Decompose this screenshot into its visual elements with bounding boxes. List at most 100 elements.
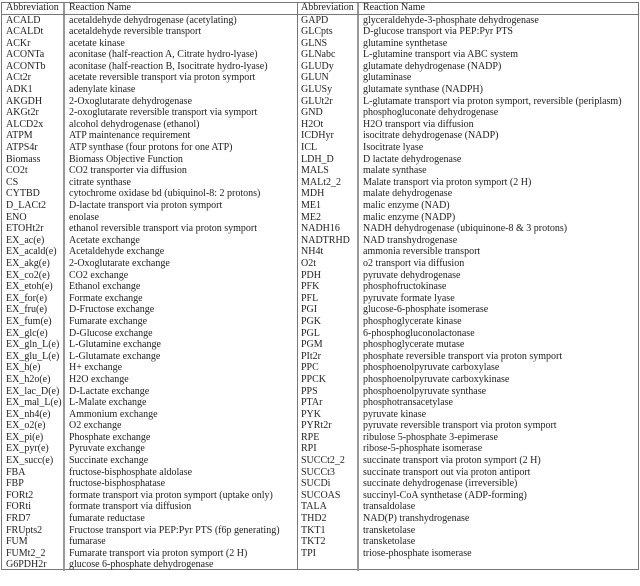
abbreviation-cell: ATPM	[2, 130, 65, 143]
table-row: PDH pyruvate dehydrogenase	[297, 269, 638, 282]
abbreviation-cell: EX_etoh(e)	[2, 281, 65, 293]
abbreviation-cell: O2t	[297, 257, 359, 270]
abbreviation-cell: ETOHt2r	[2, 223, 65, 235]
reaction-name-cell: phosphate reversible transport via proto…	[363, 350, 563, 362]
table-row: GLUN glutaminase	[297, 72, 638, 85]
abbreviation-cell: EX_glc(e)	[2, 327, 65, 340]
abbreviation-cell: GLNS	[297, 37, 359, 50]
table-row: PGL 6-phosphogluconolactonase	[297, 327, 638, 340]
abbreviation-cell: FBA	[2, 466, 65, 479]
reaction-name-cell: transketolase	[363, 524, 416, 536]
table-row: EX_etoh(e) Ethanol exchange	[2, 281, 297, 293]
reaction-name-cell: pyruvate dehydrogenase	[363, 269, 461, 281]
abbreviation-cell: ENO	[2, 211, 65, 224]
reaction-name-cell: acetate reversible transport via proton …	[69, 72, 256, 84]
reaction-name-cell: triose-phosphate isomerase	[363, 547, 472, 559]
reaction-name-cell: D-glucose transport via PEP:Pyr PTS	[363, 26, 513, 38]
abbreviation-cell: EX_acald(e)	[2, 246, 65, 258]
abbreviation-cell: FORt2	[2, 489, 65, 502]
table-row: Biomass Biomass Objective Function	[2, 153, 297, 166]
abbreviation-cell: G6PDH2r	[2, 559, 65, 571]
reaction-name-cell: succinate transport via proton symport (…	[363, 455, 541, 467]
table-header: Abbreviation Reaction Name	[2, 2, 297, 15]
abbreviation-cell: GAPD	[297, 14, 359, 27]
table-row: ENO enolase	[2, 211, 297, 224]
reaction-name-cell: 2-Oxoglutarate dehydrogenase	[69, 95, 193, 107]
reaction-name-cell: H+ exchange	[69, 362, 123, 374]
abbreviation-cell: EX_pi(e)	[2, 431, 65, 444]
table-row: GLUDy glutamate dehydrogenase (NADP)	[297, 60, 638, 73]
reaction-name-cell: ammonia reversible transport	[363, 246, 481, 258]
abbreviation-cell: ME2	[297, 211, 359, 224]
reaction-name-cell: phosphogluconate dehydrogenase	[363, 107, 499, 119]
reaction-name-cell: o2 transport via diffusion	[363, 257, 465, 269]
reaction-name-cell: ATP maintenance requirement	[69, 130, 191, 142]
abbreviation-cell: THD2	[297, 513, 359, 525]
abbreviation-cell: FORti	[2, 501, 65, 514]
table-row: EX_glu_L(e) L-Glutamate exchange	[2, 350, 297, 363]
reaction-name-cell: 2-Oxoglutarate exchange	[69, 257, 170, 269]
table-row: SUCCt2_2 succinate transport via proton s…	[297, 455, 638, 467]
table-row: FORti formate transport via diffusion	[2, 501, 297, 514]
reaction-name-cell: glutaminase	[363, 72, 412, 84]
reaction-name-cell: phosphoenolpyruvate synthase	[363, 385, 487, 397]
table-row: O2t o2 transport via diffusion	[297, 257, 638, 270]
abbreviation-cell: ICDHyr	[297, 130, 359, 143]
abbreviation-cell: NADH16	[297, 223, 359, 235]
abbreviation-cell: EX_for(e)	[2, 292, 65, 305]
table-row: MALt2_2 Malate transport via proton sympo…	[297, 176, 638, 189]
table-row: G6PDH2r glucose 6-phosphate dehydrogenase	[2, 559, 297, 571]
table-row: SUCOAS succinyl-CoA synthetase (ADP-formi…	[297, 489, 638, 502]
abbreviation-cell: ICL	[297, 142, 359, 154]
abbreviation-cell: NH4t	[297, 246, 359, 258]
reaction-name-cell: glutamate dehydrogenase (NADP)	[363, 60, 502, 72]
abbreviation-cell: PGL	[297, 327, 359, 340]
reaction-name-cell: Pyruvate exchange	[69, 443, 145, 455]
reaction-name-cell: O2 exchange	[69, 420, 122, 432]
reaction-name-cell: adenylate kinase	[69, 84, 136, 96]
reaction-table-left: Abbreviation Reaction Name ACALD acetalde…	[1, 2, 298, 571]
reaction-name-cell: fumarate reductase	[69, 513, 145, 525]
abbreviation-cell: EX_gln_L(e)	[2, 339, 65, 351]
table-row: FBP fructose-bisphosphatase	[2, 478, 297, 490]
reaction-name-cell: Succinate exchange	[69, 455, 149, 467]
table-row: EX_fru(e) D-Fructose exchange	[2, 304, 297, 316]
abbreviation-cell: EX_co2(e)	[2, 269, 65, 282]
abbreviation-cell: PFL	[297, 292, 359, 305]
table-row: PGM phosphoglycerate mutase	[297, 339, 638, 351]
reaction-name-cell: acetaldehyde reversible transport	[69, 26, 202, 38]
table-row: PYRt2r pyruvate reversible transport via …	[297, 420, 638, 432]
abbreviation-cell: PTAr	[297, 397, 359, 409]
table-row: EX_akg(e) 2-Oxoglutarate exchange	[2, 257, 297, 270]
abbreviation-cell: GLNabc	[297, 49, 359, 61]
table-row: ME1 malic enzyme (NAD)	[297, 200, 638, 212]
abbreviation-cell: TKT2	[297, 536, 359, 548]
table-row: RPI ribose-5-phosphate isomerase	[297, 443, 638, 456]
abbreviation-cell: FBP	[2, 478, 65, 490]
table-row: ADK1 adenylate kinase	[2, 84, 297, 96]
reaction-name-cell: glutamine synthetase	[363, 37, 448, 49]
reaction-name-cell: isocitrate dehydrogenase (NADP)	[363, 130, 499, 142]
reaction-name-cell: Ethanol exchange	[69, 281, 141, 293]
header-abbreviation: Abbreviation	[297, 2, 359, 14]
reaction-name-cell: H2O exchange	[69, 373, 129, 385]
table-row: EX_for(e) Formate exchange	[2, 292, 297, 305]
abbreviation-cell: EX_fru(e)	[2, 304, 65, 316]
table-row: ME2 malic enzyme (NADP)	[297, 211, 638, 224]
abbreviation-cell: EX_glu_L(e)	[2, 350, 65, 363]
abbreviation-cell: PPC	[297, 362, 359, 374]
abbreviation-cell: ACONTa	[2, 49, 65, 61]
table-row: EX_h(e) H+ exchange	[2, 362, 297, 374]
abbreviation-cell: PGI	[297, 304, 359, 316]
abbreviation-cell: RPE	[297, 431, 359, 444]
abbreviation-cell: PPS	[297, 385, 359, 398]
abbreviation-cell: H2Ot	[297, 118, 359, 131]
reaction-name-cell: ribulose 5-phosphate 3-epimerase	[363, 431, 498, 443]
table-row: LDH_D D lactate dehydrogenase	[297, 153, 638, 166]
reaction-name-cell: Biomass Objective Function	[69, 153, 183, 165]
abbreviation-cell: ATPS4r	[2, 142, 65, 154]
reaction-name-cell: malate dehydrogenase	[363, 188, 453, 200]
abbreviation-cell: CO2t	[2, 165, 65, 177]
table-row: ACONTb aconitase (half-reaction B, Isocit…	[2, 60, 297, 73]
abbreviation-cell: TPI	[297, 547, 359, 560]
